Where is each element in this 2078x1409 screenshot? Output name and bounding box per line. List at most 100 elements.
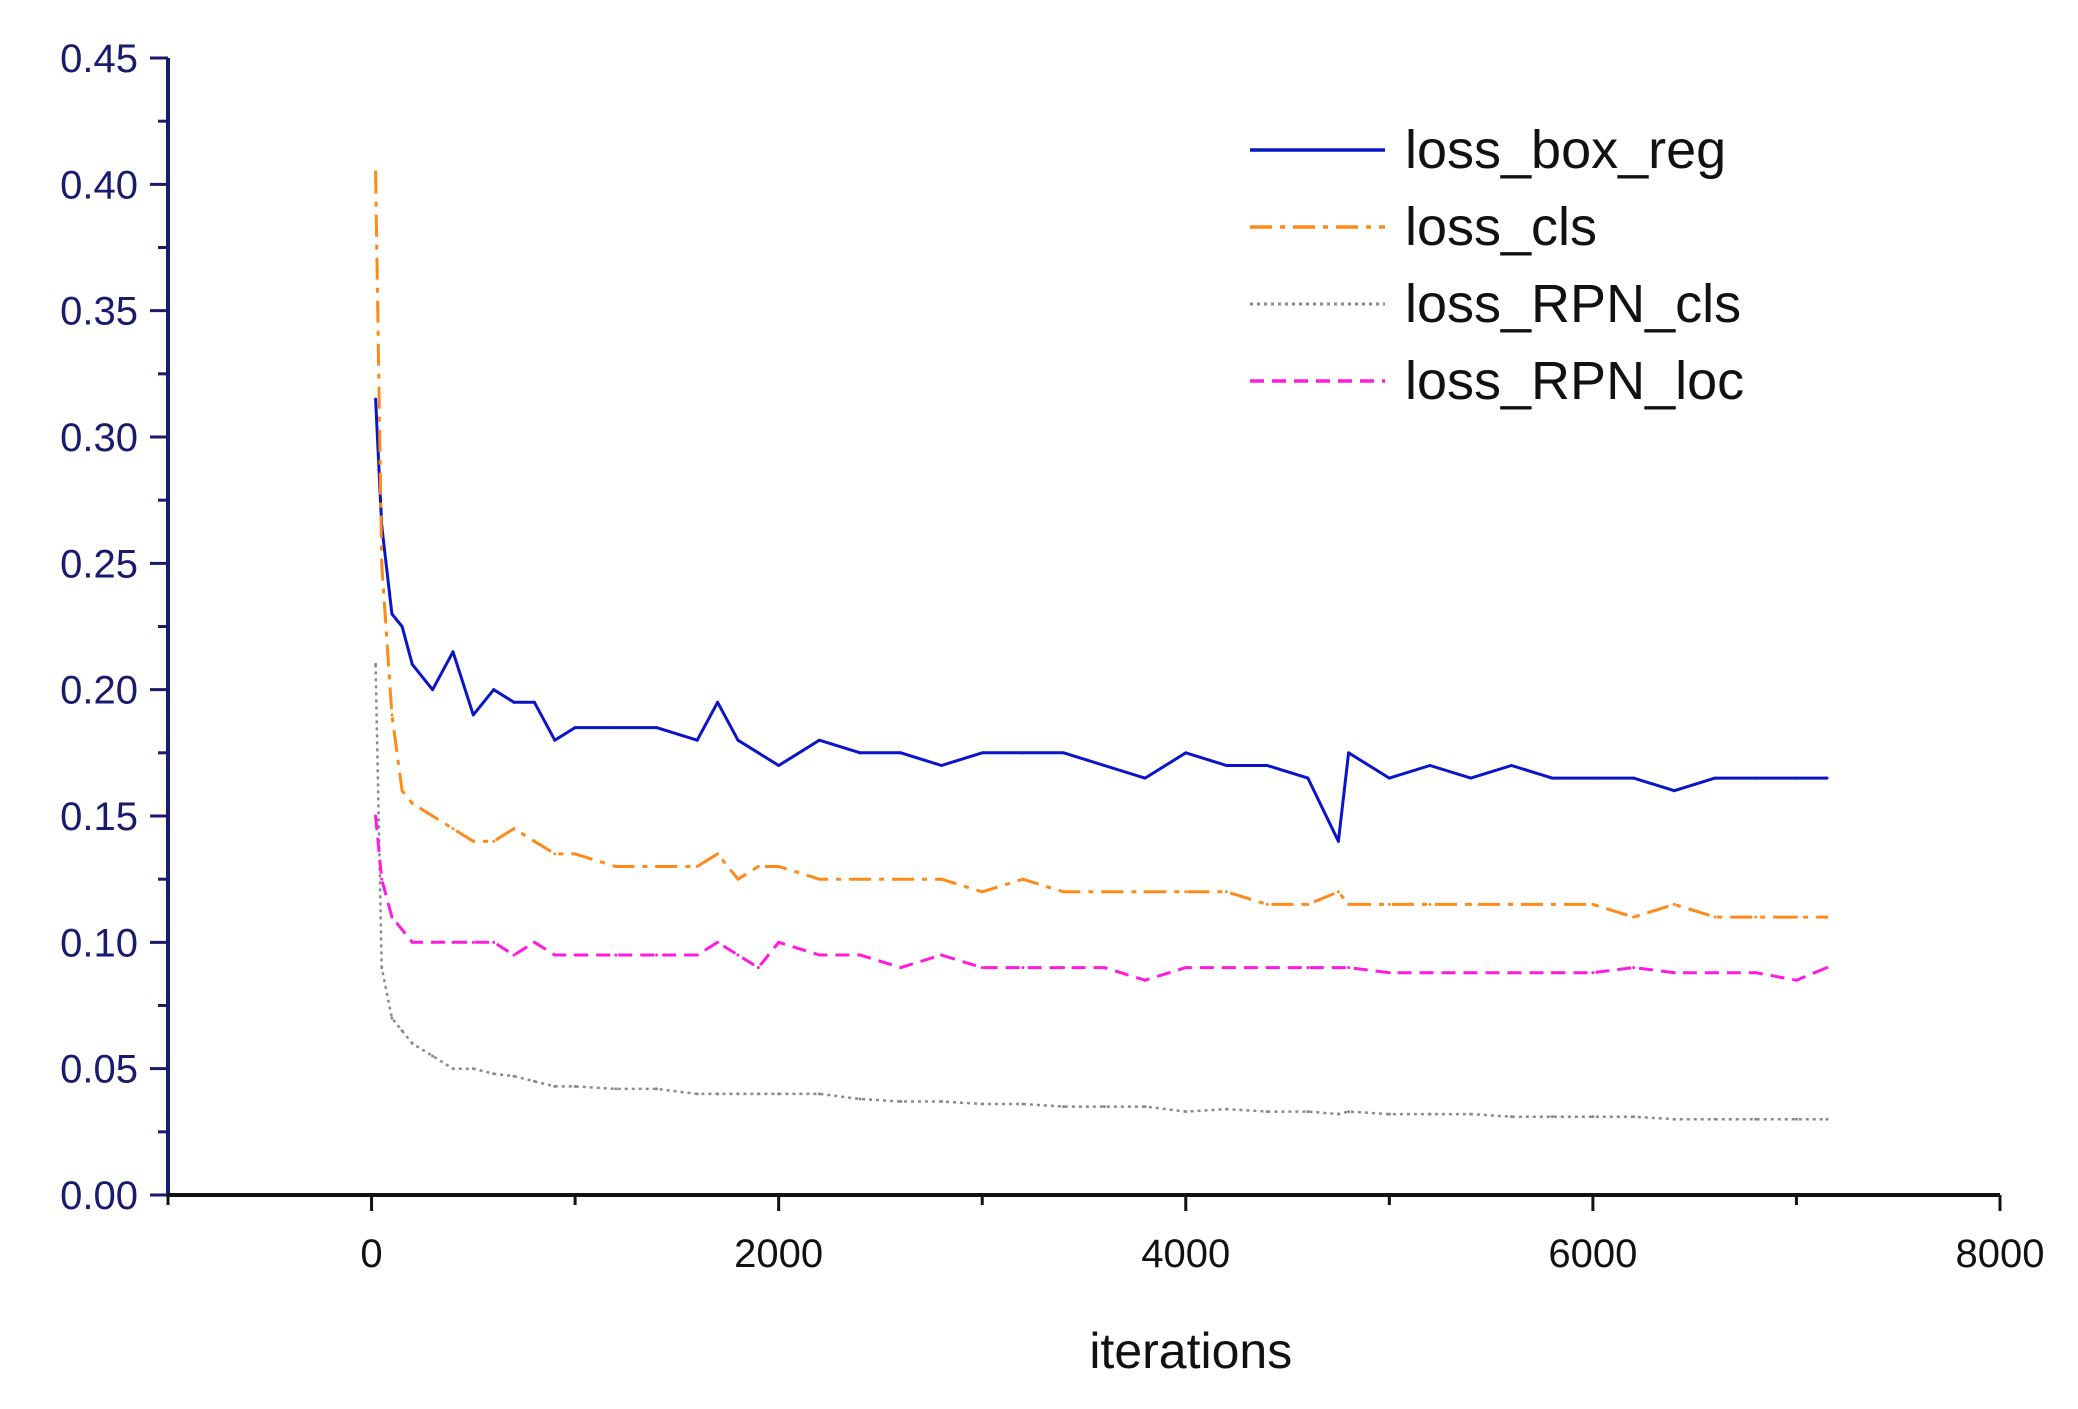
- data-point-loss_RPN_loc: [1632, 966, 1636, 970]
- data-point-loss_cls: [451, 827, 455, 831]
- data-point-loss_RPN_loc: [431, 940, 435, 944]
- data-point-loss_RPN_cls: [492, 1072, 496, 1076]
- y-tick-label: 0.30: [60, 416, 138, 460]
- data-point-loss_RPN_loc: [512, 953, 516, 957]
- y-tick-label: 0.15: [60, 795, 138, 839]
- data-point-loss_box_reg: [512, 700, 516, 704]
- data-point-loss_box_reg: [695, 738, 699, 742]
- data-point-loss_RPN_cls: [471, 1067, 475, 1071]
- data-point-loss_cls: [858, 877, 862, 881]
- y-axis-ticks: 0.00 0.05 0.10 0.15 0.20 0.25 0.30 0.35 0.40 0.45: [60, 37, 168, 1218]
- data-point-loss_RPN_loc: [1794, 978, 1798, 982]
- data-point-loss_RPN_cls: [716, 1092, 720, 1096]
- data-point-loss_RPN_cls: [756, 1092, 760, 1096]
- data-point-loss_box_reg: [1632, 776, 1636, 780]
- data-point-loss_box_reg: [1825, 776, 1829, 780]
- data-point-loss_RPN_loc: [471, 940, 475, 944]
- x-axis-title: iterations: [1089, 1323, 1292, 1379]
- series-line-loss_RPN_loc: [374, 815, 1828, 982]
- data-point-loss_cls: [431, 814, 435, 818]
- data-point-loss_RPN_cls: [1184, 1110, 1188, 1114]
- data-point-loss_box_reg: [390, 612, 394, 616]
- data-point-loss_RPN_loc: [858, 953, 862, 957]
- series-loss_cls: [374, 170, 1829, 919]
- data-point-loss_cls: [1062, 890, 1066, 894]
- data-point-loss_RPN_loc: [532, 940, 536, 944]
- data-point-loss_cls: [492, 839, 496, 843]
- data-point-loss_RPN_cls: [1306, 1110, 1310, 1114]
- data-point-loss_RPN_cls: [380, 966, 384, 970]
- series-loss_box_reg: [374, 397, 1829, 843]
- data-point-loss_RPN_cls: [695, 1092, 699, 1096]
- data-point-loss_RPN_loc: [695, 953, 699, 957]
- data-point-loss_cls: [1224, 890, 1228, 894]
- series-loss_RPN_loc: [374, 814, 1829, 982]
- data-point-loss_cls: [532, 839, 536, 843]
- x-tick-label: 6000: [1548, 1232, 1637, 1276]
- y-tick-label: 0.10: [60, 921, 138, 965]
- data-point-loss_RPN_cls: [614, 1087, 618, 1091]
- data-point-loss_box_reg: [1794, 776, 1798, 780]
- x-tick-label: 8000: [1956, 1232, 2045, 1276]
- data-point-loss_box_reg: [817, 738, 821, 742]
- x-tick-label: 2000: [734, 1232, 823, 1276]
- data-point-loss_box_reg: [1336, 839, 1340, 843]
- data-point-loss_RPN_cls: [940, 1100, 944, 1104]
- series-line-loss_box_reg: [374, 399, 1827, 843]
- data-point-loss_box_reg: [1347, 751, 1351, 755]
- data-point-loss_cls: [716, 852, 720, 856]
- data-point-loss_RPN_loc: [1143, 978, 1147, 982]
- data-point-loss_RPN_loc: [756, 966, 760, 970]
- data-point-loss_cls: [1632, 915, 1636, 919]
- data-point-loss_cls: [817, 877, 821, 881]
- data-point-loss_box_reg: [614, 726, 618, 730]
- data-point-loss_RPN_cls: [817, 1092, 821, 1096]
- data-point-loss_RPN_cls: [1387, 1112, 1391, 1116]
- data-point-loss_cls: [1021, 877, 1025, 881]
- data-point-loss_box_reg: [1591, 776, 1595, 780]
- data-point-loss_cls: [1184, 890, 1188, 894]
- data-point-loss_RPN_cls: [553, 1084, 557, 1088]
- x-axis-ticks: 0 2000 4000 6000 8000: [166, 1195, 2045, 1276]
- data-point-loss_box_reg: [1184, 751, 1188, 755]
- data-point-loss_cls: [777, 865, 781, 869]
- data-point-loss_RPN_loc: [817, 953, 821, 957]
- data-point-loss_RPN_loc: [1550, 971, 1554, 975]
- data-point-loss_RPN_loc: [1184, 966, 1188, 970]
- data-point-loss_box_reg: [410, 662, 414, 666]
- data-point-loss_RPN_cls: [1062, 1105, 1066, 1109]
- data-point-loss_cls: [940, 877, 944, 881]
- data-point-loss_box_reg: [1062, 751, 1066, 755]
- data-point-loss_box_reg: [451, 650, 455, 654]
- data-point-loss_RPN_cls: [532, 1079, 536, 1083]
- data-point-loss_cls: [980, 890, 984, 894]
- data-point-loss_RPN_loc: [655, 953, 659, 957]
- y-tick-label: 0.25: [60, 542, 138, 586]
- data-point-loss_box_reg: [980, 751, 984, 755]
- data-point-loss_RPN_cls: [1021, 1102, 1025, 1106]
- data-point-loss_box_reg: [1754, 776, 1758, 780]
- data-point-loss_RPN_loc: [1825, 966, 1829, 970]
- data-point-loss_RPN_loc: [380, 877, 384, 881]
- data-point-loss_cls: [1754, 915, 1758, 919]
- data-point-loss_box_reg: [1387, 776, 1391, 780]
- data-point-loss_cls: [1825, 915, 1829, 919]
- data-point-loss_cls: [410, 801, 414, 805]
- data-point-loss_RPN_cls: [777, 1092, 781, 1096]
- data-point-loss_RPN_cls: [431, 1054, 435, 1058]
- data-point-loss_cls: [553, 852, 557, 856]
- data-point-loss_box_reg: [655, 726, 659, 730]
- data-point-loss_RPN_cls: [1336, 1112, 1340, 1116]
- data-point-loss_RPN_cls: [736, 1092, 740, 1096]
- data-point-loss_box_reg: [736, 738, 740, 742]
- data-point-loss_box_reg: [1428, 763, 1432, 767]
- data-point-loss_cls: [1143, 890, 1147, 894]
- data-point-loss_RPN_loc: [940, 953, 944, 957]
- data-point-loss_cls: [1550, 902, 1554, 906]
- data-point-loss_cls: [736, 877, 740, 881]
- data-point-loss_box_reg: [1102, 763, 1106, 767]
- y-tick-label: 0.05: [60, 1048, 138, 1092]
- data-point-loss_RPN_loc: [400, 928, 404, 932]
- data-point-loss_box_reg: [553, 738, 557, 742]
- data-point-loss_box_reg: [1143, 776, 1147, 780]
